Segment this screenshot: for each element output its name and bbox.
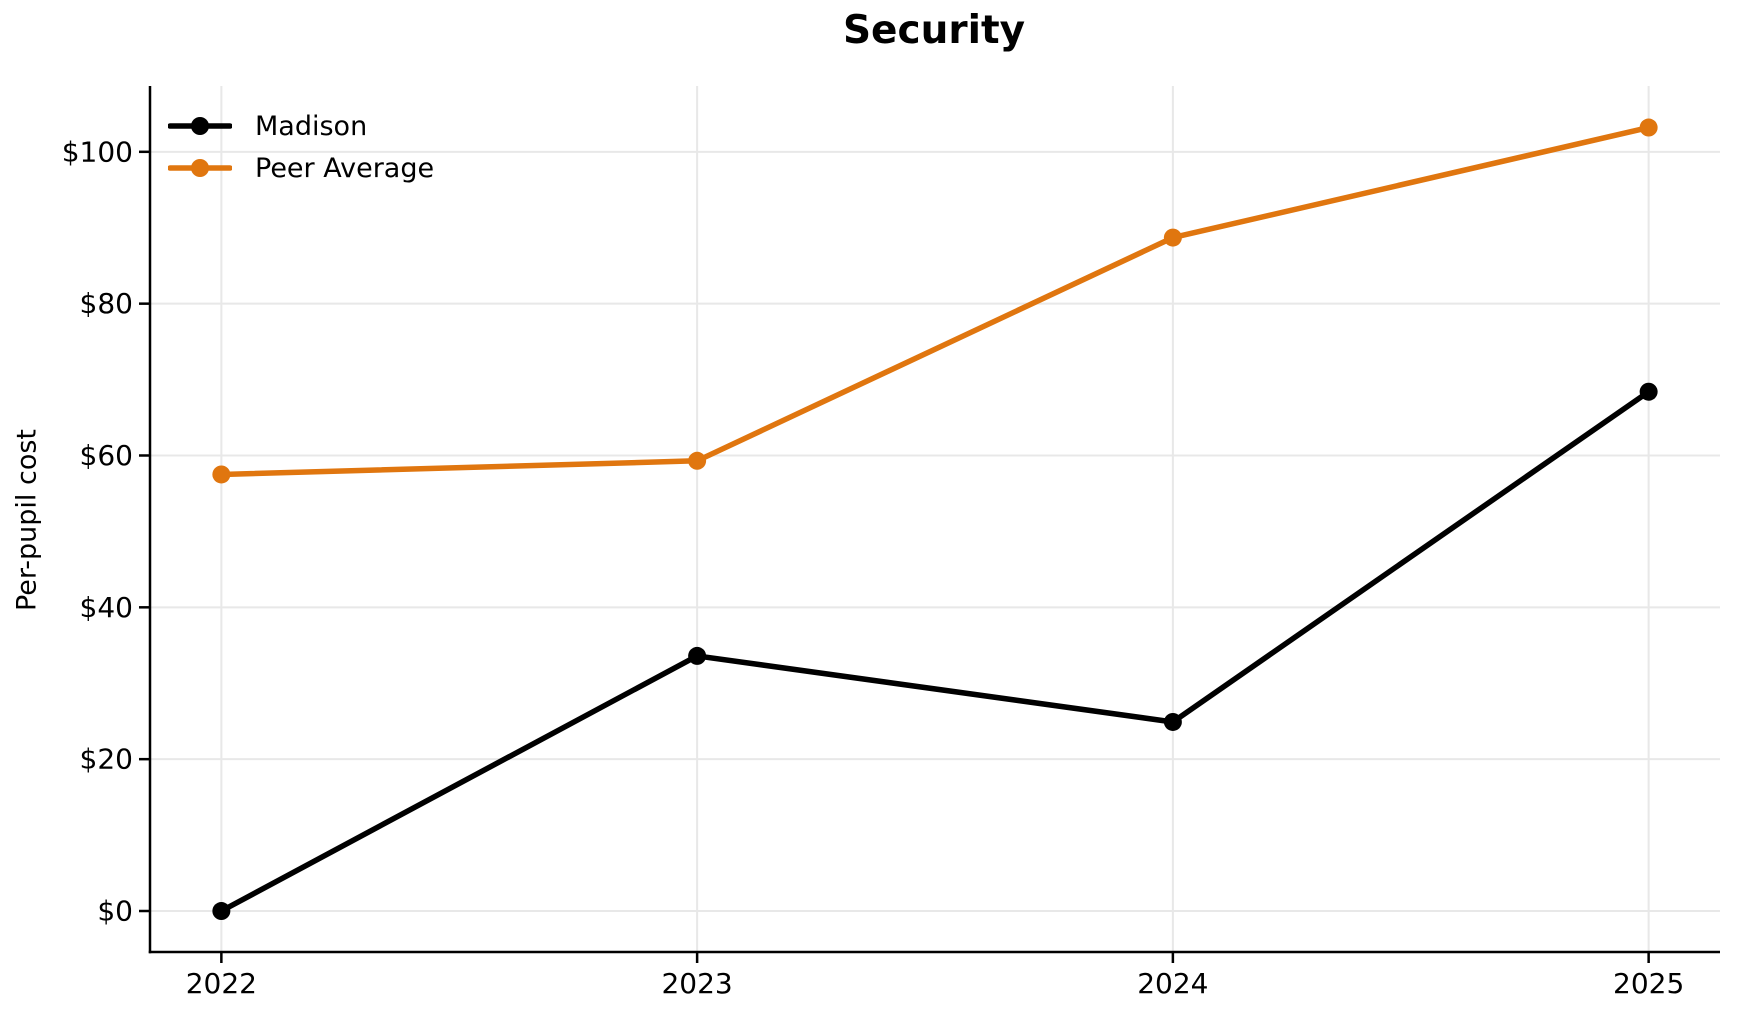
legend-line-peer-average-icon [168, 159, 232, 177]
x-tick-label: 2025 [1613, 967, 1684, 1000]
legend-label-peer-average: Peer Average [255, 152, 435, 184]
y-tick-label: $20 [80, 743, 133, 776]
data-point-peer-average [1163, 228, 1182, 247]
y-tick-label: $100 [62, 135, 133, 168]
x-tick-label: 2024 [1137, 967, 1208, 1000]
data-point-madison [688, 646, 707, 665]
legend-item-madison: Madison [168, 105, 434, 147]
legend-item-peer-average: Peer Average [168, 147, 434, 189]
y-tick-label: $80 [80, 287, 133, 320]
y-tick-label: $40 [80, 591, 133, 624]
data-point-peer-average [688, 451, 707, 470]
y-tick-label: $0 [97, 895, 133, 928]
legend: Madison Peer Average [168, 105, 434, 189]
data-point-peer-average [212, 465, 231, 484]
series-line-madison [218, 388, 1652, 914]
legend-line-madison-icon [168, 117, 232, 135]
data-point-madison [1163, 712, 1182, 731]
series-line-peer-average [218, 124, 1652, 478]
x-tick-label: 2022 [186, 967, 257, 1000]
chart-title: Security [842, 8, 1026, 53]
data-point-madison [1639, 382, 1658, 401]
y-tick-label: $60 [80, 439, 133, 472]
data-point-madison [212, 902, 231, 921]
data-point-peer-average [1639, 118, 1658, 137]
legend-label-madison: Madison [255, 110, 368, 142]
x-tick-label: 2023 [661, 967, 732, 1000]
